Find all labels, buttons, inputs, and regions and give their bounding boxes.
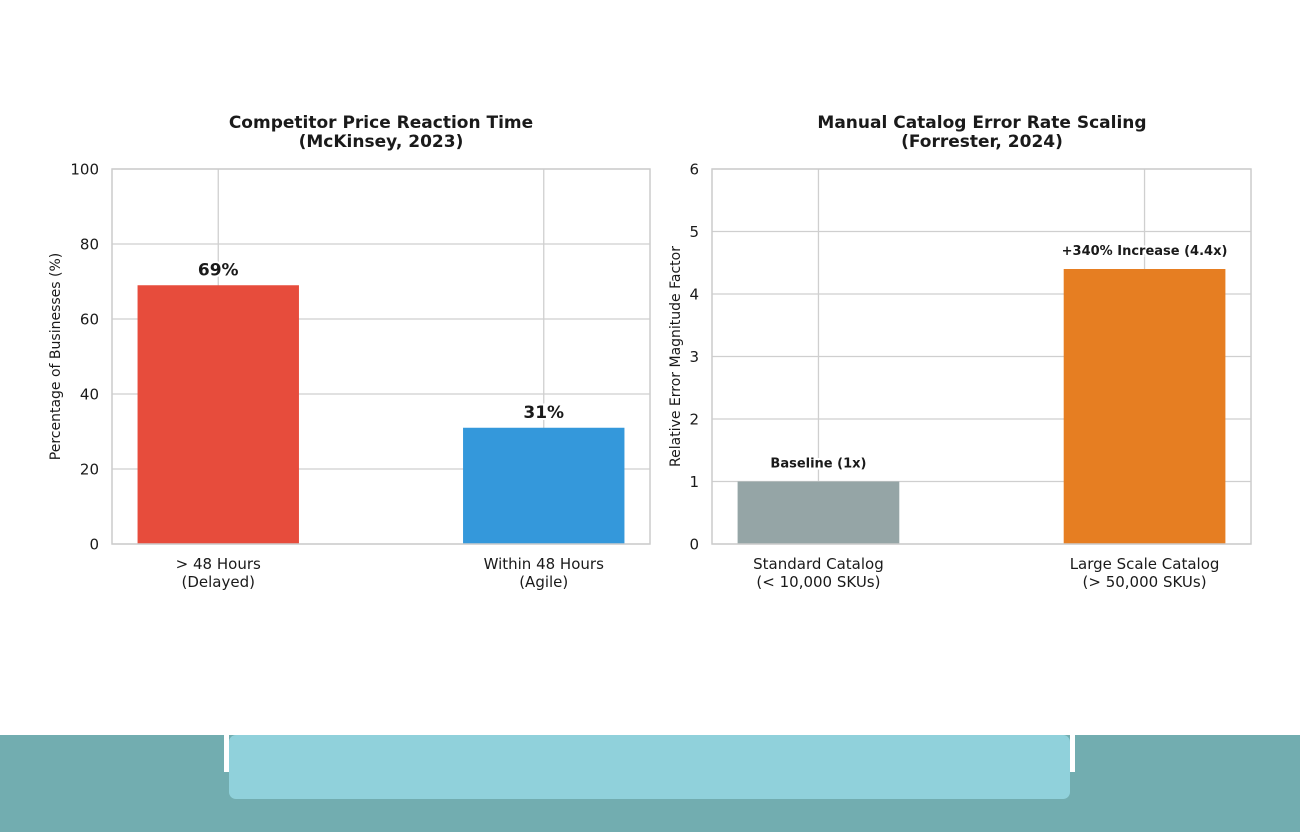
x-tick-label: (> 50,000 SKUs): [1083, 573, 1207, 591]
y-tick-label: 60: [80, 311, 99, 329]
x-tick-label: Large Scale Catalog: [1070, 555, 1220, 573]
plot-frame: [711, 168, 1252, 545]
y-tick-label: 100: [70, 161, 99, 179]
x-tick-label: (< 10,000 SKUs): [756, 573, 880, 591]
y-tick-label: 3: [689, 348, 699, 366]
x-tick-label: Within 48 Hours: [484, 555, 604, 573]
bar: [1063, 269, 1226, 544]
y-tick-label: 0: [689, 536, 699, 554]
y-tick-label: 20: [80, 461, 99, 479]
y-tick-label: 2: [689, 411, 699, 429]
y-tick-label: 5: [689, 223, 699, 241]
y-axis-label: Relative Error Magnitude Factor: [668, 246, 684, 467]
footer-notch-right: [1070, 735, 1075, 772]
data-label: 31%: [523, 403, 564, 423]
footer-corner: [214, 735, 224, 745]
x-tick-label: Standard Catalog: [753, 555, 884, 573]
y-tick-label: 1: [689, 473, 699, 491]
y-tick-label: 6: [689, 161, 699, 179]
data-label: 69%: [198, 260, 239, 280]
x-tick-label: > 48 Hours: [176, 555, 261, 573]
y-tick-label: 0: [89, 536, 99, 554]
footer-panel: [229, 735, 1070, 799]
chart-price-reaction: 0 20 40 60 80 100 69% 31% > 48 Hours(Delayed) Wit…: [48, 113, 651, 591]
plot-frame: [111, 168, 651, 545]
bar: [737, 481, 900, 544]
chart-title: Manual Catalog Error Rate Scaling: [817, 113, 1146, 133]
x-tick-label: (Agile): [519, 573, 568, 591]
y-axis-label: Percentage of Businesses (%): [48, 253, 64, 460]
y-tick-label: 40: [80, 386, 99, 404]
bar: [463, 427, 625, 544]
bar: [137, 285, 299, 544]
chart-subtitle: (McKinsey, 2023): [299, 132, 464, 152]
y-tick-label: 4: [689, 286, 699, 304]
data-label: Baseline (1x): [770, 457, 866, 472]
footer-notch-left: [224, 735, 229, 772]
data-label: +340% Increase (4.4x): [1062, 244, 1228, 259]
y-tick-label: 80: [80, 236, 99, 254]
chart-error-rate: 0 1 2 3 4 5 6 Baseline (1x) +340% Increase (4.4x…: [668, 113, 1252, 591]
chart-subtitle: (Forrester, 2024): [901, 132, 1063, 152]
chart-title: Competitor Price Reaction Time: [229, 113, 533, 133]
x-tick-label: (Delayed): [182, 573, 255, 591]
